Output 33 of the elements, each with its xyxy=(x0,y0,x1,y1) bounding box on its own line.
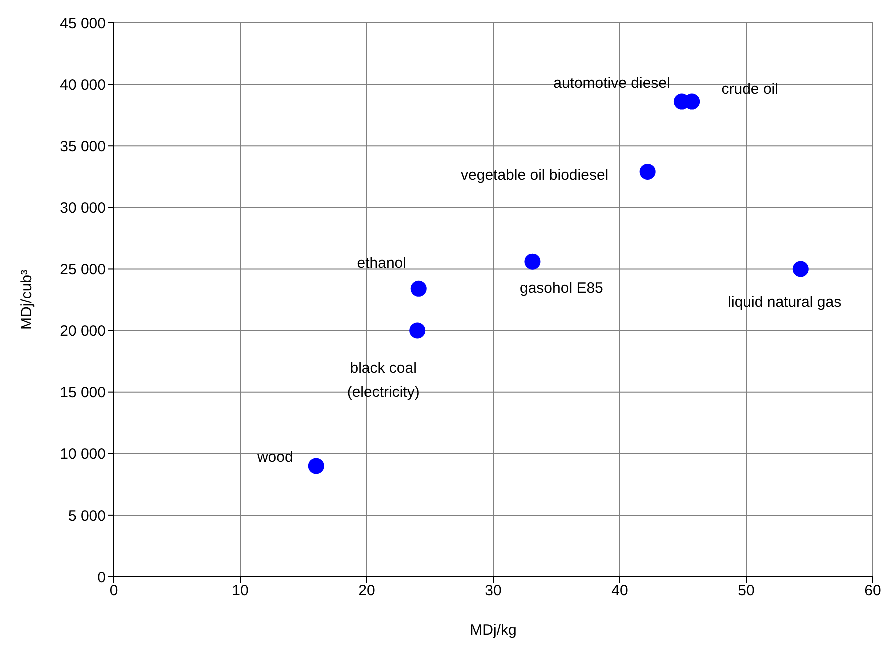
point xyxy=(524,254,541,270)
y-tick-label: 5 000 xyxy=(68,508,106,525)
y-tick-label: 20 000 xyxy=(60,323,106,340)
annotation: black coal (electricity) xyxy=(347,360,420,401)
annotation: crude oil xyxy=(722,80,778,98)
annotation: wood xyxy=(256,449,294,466)
point xyxy=(792,261,809,278)
annotation: vegetable oil biodiesel xyxy=(461,166,609,184)
annotation: gasohol E85 xyxy=(520,280,604,297)
annotation: automotive diesel xyxy=(554,74,670,92)
x-tick-label: 60 xyxy=(864,582,882,600)
x-tick-label: 30 xyxy=(485,582,502,600)
x-axis-title: MDj/kg xyxy=(470,622,517,639)
x-tick-label: 40 xyxy=(612,582,628,600)
y-tick-label: 10 000 xyxy=(60,446,106,464)
y-tick-label: 15 000 xyxy=(60,384,106,402)
x-tick-label: 20 xyxy=(358,582,376,600)
x-tick-label: 50 xyxy=(738,582,755,600)
y-tick-label: 40 000 xyxy=(60,76,106,94)
y-tick-label: 45 000 xyxy=(60,15,106,32)
y-tick-label: 0 xyxy=(98,569,106,586)
x-tick-label: 0 xyxy=(110,582,118,600)
point xyxy=(308,458,324,474)
annotation: liquid natural gas xyxy=(728,294,842,312)
point xyxy=(410,322,426,339)
point xyxy=(410,280,427,297)
y-axis-title: MDj/cub³ xyxy=(18,270,36,330)
y-tick-label: 35 000 xyxy=(60,138,106,156)
point xyxy=(640,164,656,180)
y-tick-label: 30 000 xyxy=(60,200,106,217)
annotation: ethanol xyxy=(357,254,406,272)
x-tick-label: 10 xyxy=(232,582,249,600)
y-tick-label: 25 000 xyxy=(60,262,106,279)
